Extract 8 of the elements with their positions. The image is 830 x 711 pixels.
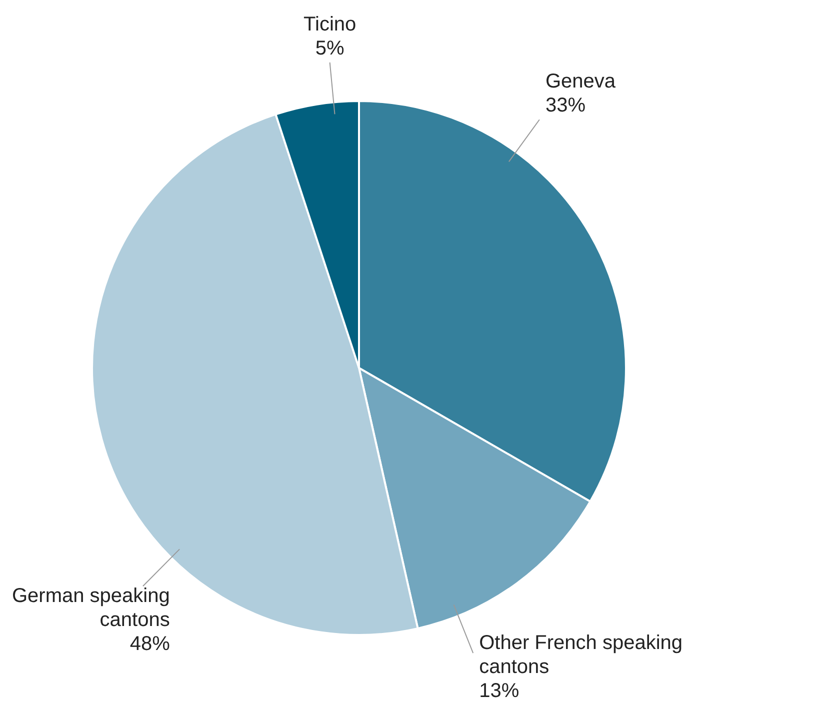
data-label: 48%: [130, 633, 170, 656]
data-label: 33%: [545, 94, 586, 117]
data-label: 13%: [479, 680, 520, 702]
slice-label: Ticino: [304, 13, 356, 36]
slice-label: Other French speaking cantons: [479, 632, 683, 678]
data-label: 5%: [315, 37, 344, 60]
slice-label: Geneva: [545, 70, 616, 93]
slice-label: German speaking cantons: [12, 585, 170, 632]
